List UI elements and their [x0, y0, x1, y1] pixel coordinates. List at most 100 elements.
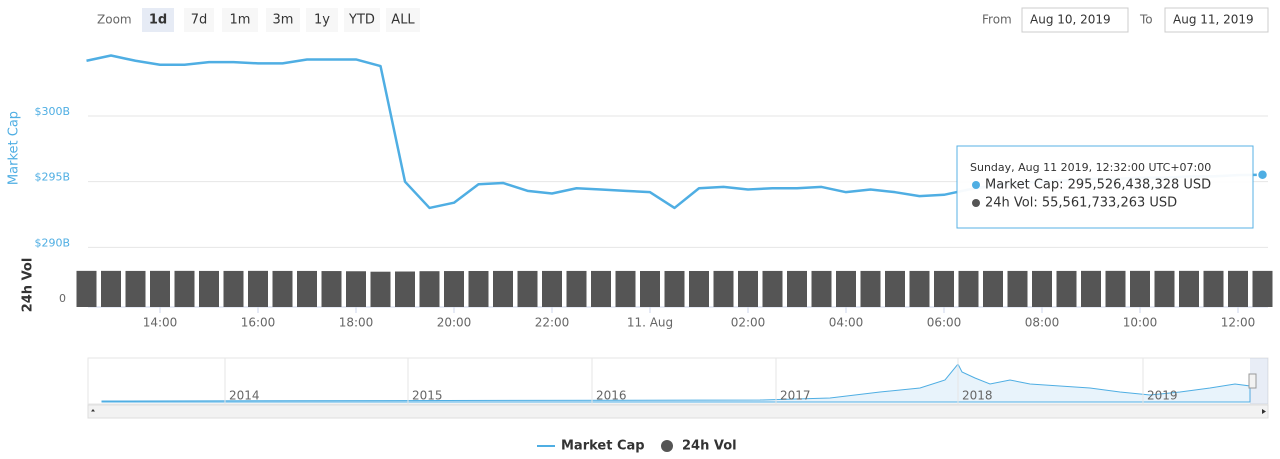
volume-bar: [542, 270, 562, 307]
volume-bar: [223, 270, 244, 307]
legend-label[interactable]: Market Cap: [561, 439, 645, 454]
tooltip: Sunday, Aug 11 2019, 12:32:00 UTC+07:00 …: [956, 145, 1254, 229]
volume-bar: [1105, 270, 1126, 307]
volume-bar: [1007, 270, 1028, 307]
to-label: To: [1139, 13, 1153, 27]
volume-bar: [125, 270, 146, 307]
volume-bar: [1056, 270, 1077, 307]
volume-bar: [199, 270, 219, 307]
x-tick-label: 06:00: [927, 316, 962, 330]
x-tick-label: 16:00: [241, 316, 276, 330]
button-label[interactable]: 7d: [191, 13, 208, 28]
button-bg[interactable]: [142, 8, 174, 32]
button-bg[interactable]: [222, 8, 258, 32]
volume-bar: [836, 270, 856, 307]
volume-bar: [860, 270, 881, 307]
to-input[interactable]: [1164, 7, 1269, 33]
volume-bar: [1032, 270, 1052, 307]
navigator-series: [101, 363, 1251, 403]
tooltip-line: 24h Vol: 55,561,733,263 USD: [985, 196, 1177, 211]
navigator-mask: [1250, 358, 1268, 404]
range-button[interactable]: 7d: [184, 8, 214, 32]
volume-bar: [787, 270, 807, 307]
volume-bar: [248, 270, 268, 307]
volume-bar: [664, 270, 685, 307]
button-bg[interactable]: [306, 8, 338, 32]
button-label[interactable]: 1y: [314, 13, 330, 28]
year-label: 2018: [962, 389, 993, 403]
zoom-label: Zoom: [97, 13, 132, 27]
volume-bar: [346, 271, 366, 307]
from-input[interactable]: [1021, 7, 1129, 33]
volume-bar: [174, 270, 195, 307]
range-button[interactable]: YTD: [344, 8, 380, 32]
volume-bar: [615, 270, 636, 307]
volume-bar: [370, 271, 391, 307]
volume-bar: [444, 271, 464, 307]
y-tick-label: $295B: [34, 171, 70, 184]
year-label: 2019: [1147, 389, 1178, 403]
button-bg[interactable]: [184, 8, 214, 32]
legend-label[interactable]: 24h Vol: [682, 439, 737, 454]
tooltip-dot: [972, 199, 980, 207]
range-button[interactable]: 1y: [306, 8, 338, 32]
x-tick-label: 04:00: [829, 316, 864, 330]
volume-bar: [76, 270, 97, 307]
volume-bar: [1130, 270, 1150, 307]
volume-bar: [885, 270, 905, 307]
volume-bar: [150, 270, 170, 307]
range-selector: Zoom 1d 7d 1m 3m 1y YTD ALL: [97, 8, 420, 32]
volume-bar: [958, 270, 979, 307]
volume-bar: [1179, 270, 1199, 307]
year-label: 2015: [412, 389, 443, 403]
x-tick-label: 12:00: [1221, 316, 1256, 330]
year-label: 2017: [780, 389, 811, 403]
button-label[interactable]: ALL: [391, 13, 415, 28]
year-label: 2014: [229, 389, 260, 403]
volume-bar: [934, 270, 954, 307]
year-label: 2016: [596, 389, 627, 403]
navigator: 2014 2015 2016 2017 2018 2019: [87, 357, 1269, 419]
y-tick-label: $300B: [34, 105, 70, 118]
volume-bar: [689, 270, 709, 307]
volume-bar: [395, 271, 415, 307]
volume-bar: [983, 270, 1003, 307]
button-label[interactable]: 1d: [149, 13, 167, 28]
y2-tick-label: 0: [59, 292, 66, 305]
volume-bar: [1252, 270, 1273, 307]
button-bg[interactable]: [266, 8, 300, 32]
navigator-handle[interactable]: [1248, 373, 1257, 389]
volume-bar: [272, 270, 293, 307]
button-label[interactable]: 1m: [230, 13, 251, 28]
x-tick-label: 11. Aug: [627, 316, 673, 330]
tooltip-dot: [972, 181, 980, 189]
legend-dot: [661, 440, 673, 452]
range-button[interactable]: 1d: [142, 8, 174, 32]
x-tick-label: 22:00: [535, 316, 570, 330]
volume-bar: [493, 270, 513, 307]
volume-bar: [640, 270, 660, 307]
tooltip-line: Market Cap: 295,526,438,328 USD: [985, 178, 1211, 193]
from-label: From: [982, 13, 1012, 27]
volume-bar: [468, 270, 489, 307]
button-label[interactable]: YTD: [348, 13, 375, 28]
volume-bar: [321, 271, 342, 307]
button-bg[interactable]: [386, 8, 420, 32]
volume-bar: [1228, 270, 1248, 307]
button-label[interactable]: 3m: [273, 13, 294, 28]
range-button[interactable]: 1m: [222, 8, 258, 32]
volume-bar: [811, 270, 832, 307]
range-button[interactable]: 3m: [266, 8, 300, 32]
tooltip-box: [956, 145, 1254, 229]
range-button[interactable]: ALL: [386, 8, 420, 32]
to-value: Aug 11, 2019: [1173, 13, 1254, 27]
scrollbar[interactable]: [87, 404, 1269, 419]
volume-bar: [297, 270, 317, 307]
button-bg[interactable]: [344, 8, 380, 32]
volume-bar: [1203, 270, 1224, 307]
volume-bar: [419, 271, 440, 307]
legend[interactable]: Market Cap 24h Vol: [537, 439, 737, 454]
tooltip-title: Sunday, Aug 11 2019, 12:32:00 UTC+07:00: [970, 161, 1211, 174]
x-tick-label: 18:00: [339, 316, 374, 330]
